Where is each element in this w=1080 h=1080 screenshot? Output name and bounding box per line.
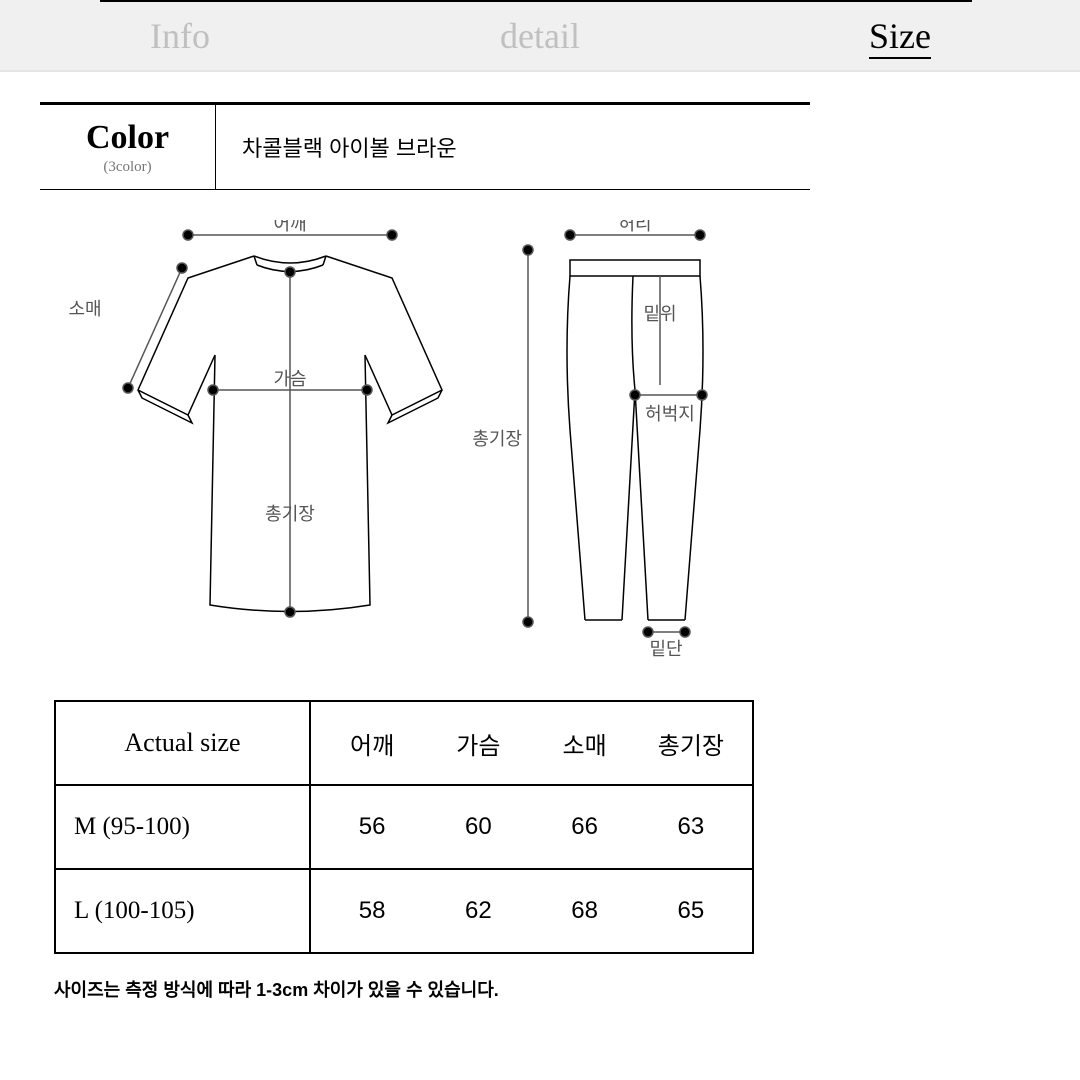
svg-text:허벅지: 허벅지 <box>645 404 695 424</box>
svg-text:밑단: 밑단 <box>649 639 682 659</box>
size-table: Actual size 어깨 가슴 소매 총기장 M (95-100) 56 6… <box>54 700 754 954</box>
tab-detail[interactable]: detail <box>360 0 720 70</box>
col-shoulder: 어깨 <box>319 726 425 761</box>
col-length: 총기장 <box>638 726 744 761</box>
size-note: 사이즈는 측정 방식에 따라 1-3cm 차이가 있을 수 있습니다. <box>54 976 1040 1002</box>
tab-bar: Info detail Size <box>0 0 1080 72</box>
tab-info[interactable]: Info <box>0 0 360 70</box>
size-diagram: 어깨 소매 가슴 총기장 <box>50 220 750 670</box>
svg-text:소매: 소매 <box>68 299 101 319</box>
content-area: Color (3color) 차콜블랙 아이볼 브라운 <box>0 72 1080 1002</box>
col-sleeve: 소매 <box>532 726 638 761</box>
color-title: Color <box>40 119 215 157</box>
row-values-l: 58 62 68 65 <box>310 869 753 953</box>
table-row: L (100-105) 58 62 68 65 <box>55 869 753 953</box>
row-label-m: M (95-100) <box>55 785 310 869</box>
table-header-row: Actual size 어깨 가슴 소매 총기장 <box>55 701 753 785</box>
svg-text:가슴: 가슴 <box>273 369 306 389</box>
row-values-m: 56 60 66 63 <box>310 785 753 869</box>
svg-text:총기장: 총기장 <box>265 504 315 524</box>
color-section: Color (3color) 차콜블랙 아이볼 브라운 <box>40 102 810 190</box>
row-label-l: L (100-105) <box>55 869 310 953</box>
table-row: M (95-100) 56 60 66 63 <box>55 785 753 869</box>
color-values: 차콜블랙 아이볼 브라운 <box>216 105 810 189</box>
svg-text:총기장: 총기장 <box>472 429 522 449</box>
color-header: Color (3color) <box>40 105 216 189</box>
table-header-actual: Actual size <box>55 701 310 785</box>
svg-text:어깨: 어깨 <box>273 220 306 234</box>
svg-text:허리: 허리 <box>618 220 651 234</box>
col-chest: 가슴 <box>425 726 531 761</box>
table-header-columns: 어깨 가슴 소매 총기장 <box>310 701 753 785</box>
svg-text:밑위: 밑위 <box>643 304 676 324</box>
tab-size[interactable]: Size <box>720 0 1080 70</box>
color-count: (3color) <box>40 159 215 176</box>
